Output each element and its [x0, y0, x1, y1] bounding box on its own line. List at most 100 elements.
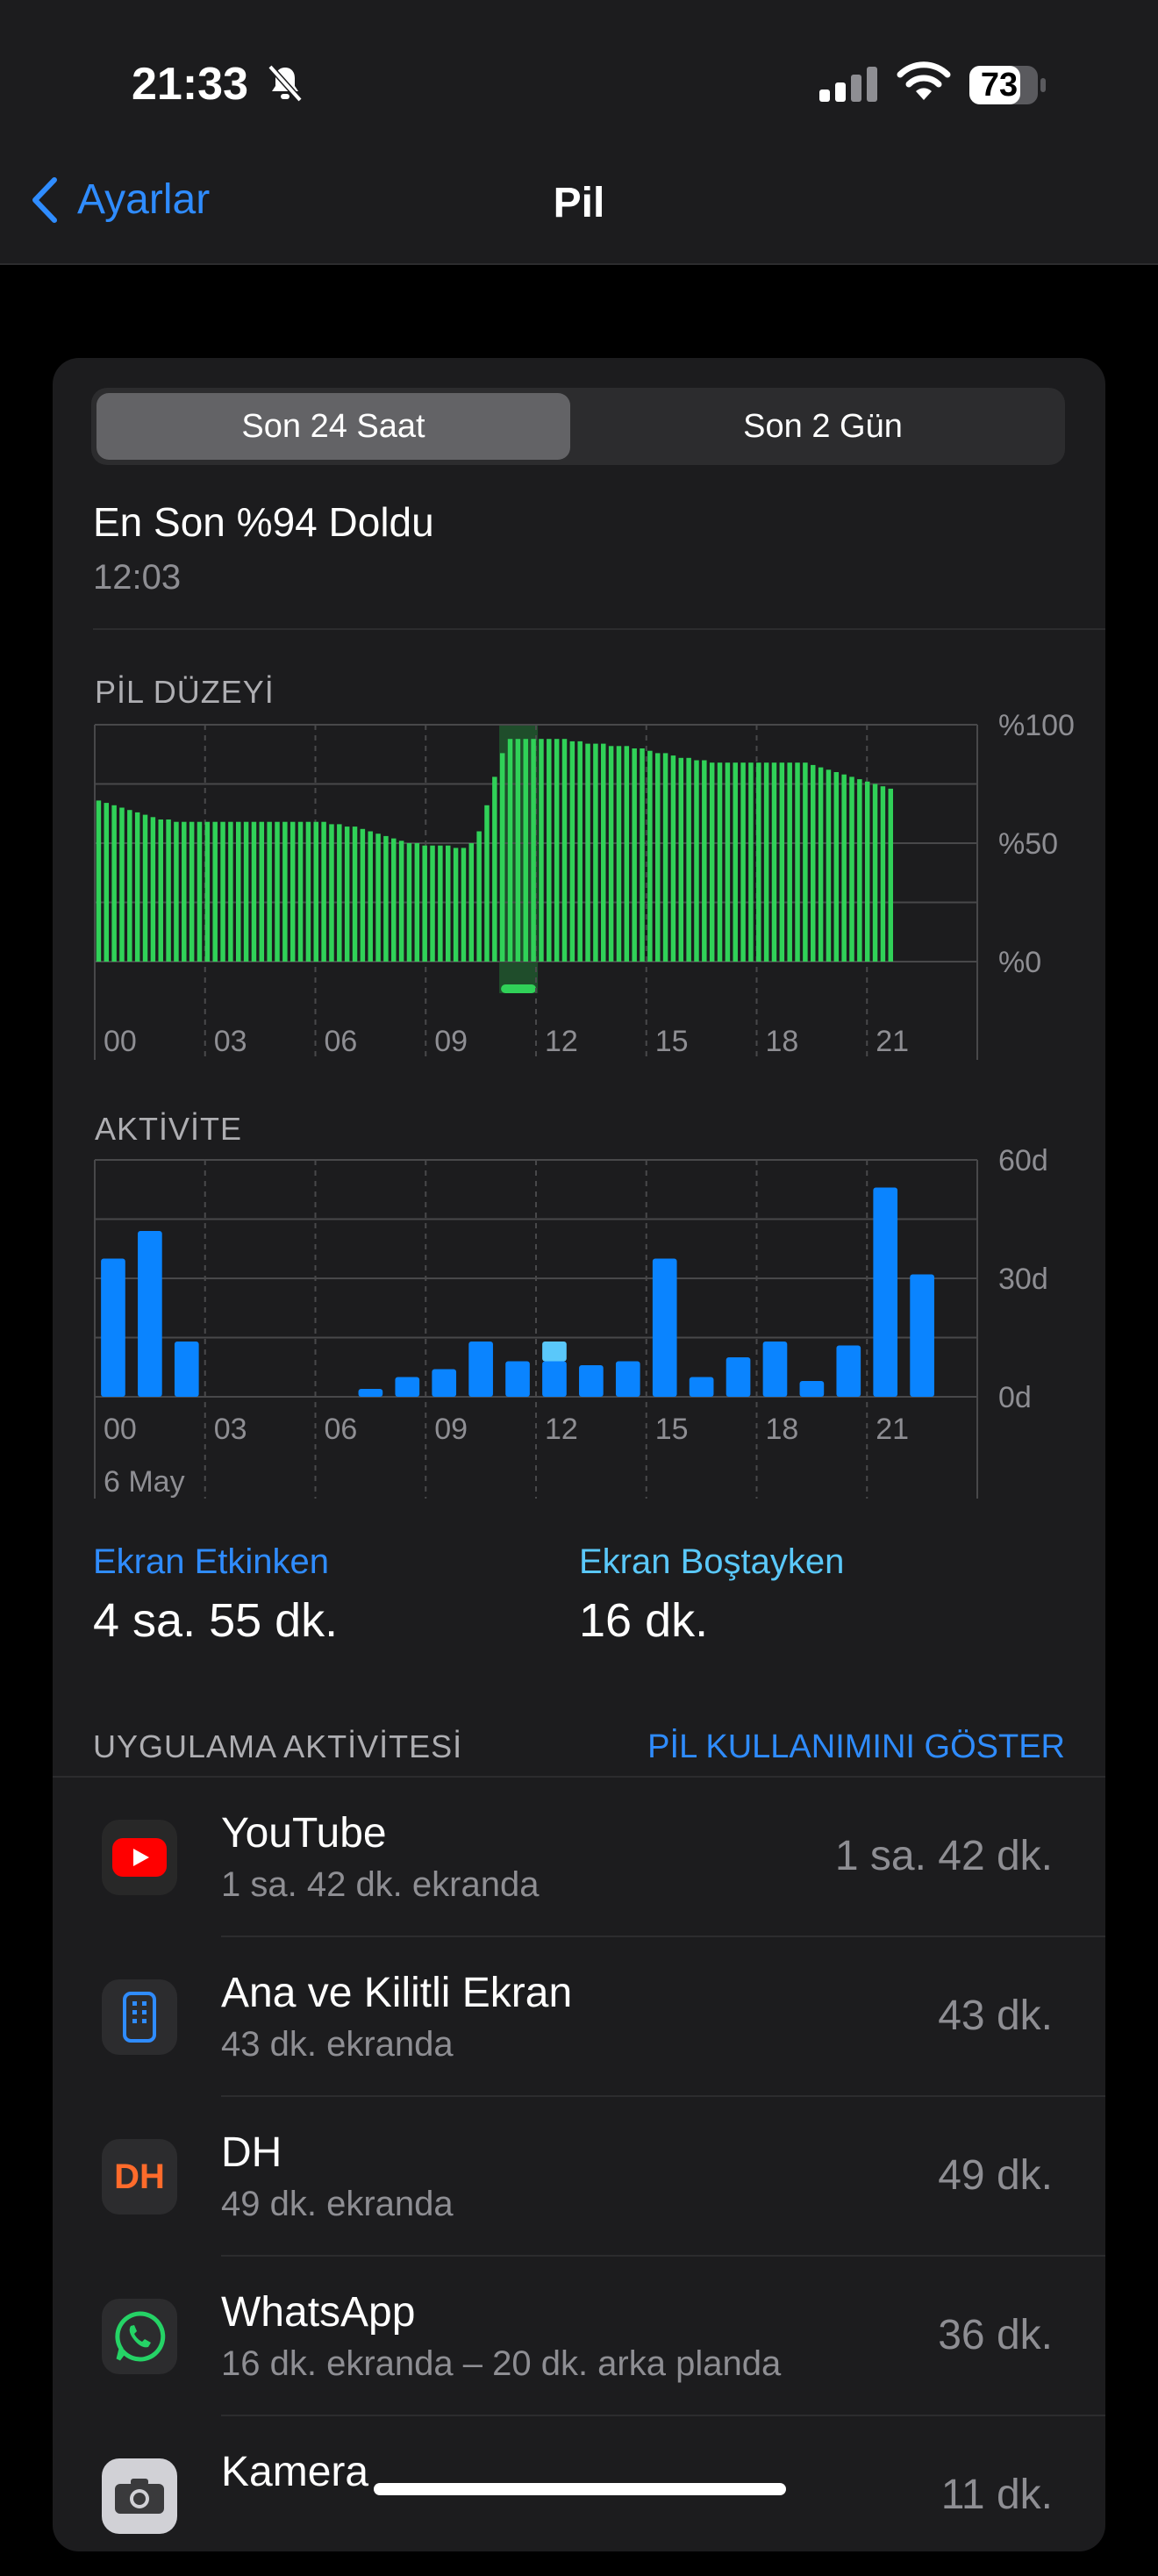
show-battery-usage-link[interactable]: PİL KULLANIMINI GÖSTER [647, 1728, 1065, 1765]
last-charge-title: En Son %94 Doldu [93, 499, 434, 545]
date-label: 6 May [104, 1465, 185, 1499]
back-button[interactable]: Ayarlar [32, 175, 210, 224]
battery-level-bar [243, 821, 249, 962]
battery-level-bar [849, 776, 854, 962]
battery-level-bar [748, 762, 754, 962]
screen-off-value: 16 dk. [579, 1594, 709, 1647]
x-tick-label: 12 [545, 1413, 578, 1446]
app-row-whatsapp[interactable]: WhatsApp 16 dk. ekranda – 20 dk. arka pl… [53, 2257, 1105, 2416]
battery-level-bar [662, 753, 668, 962]
x-tick-label: 09 [434, 1413, 468, 1446]
y-tick-label: 30d [998, 1263, 1048, 1296]
top-bar: 21:33 73 Ayarlar Pil [0, 0, 1158, 265]
app-row-youtube[interactable]: YouTube 1 sa. 42 dk. ekranda 1 sa. 42 dk… [53, 1778, 1105, 1937]
battery-level-bar [694, 760, 699, 962]
battery-level-bar [857, 779, 862, 962]
app-row-home-lock-screen[interactable]: Ana ve Kilitli Ekran 43 dk. ekranda 43 d… [53, 1937, 1105, 2097]
x-tick-label: 21 [876, 1413, 909, 1446]
app-usage-time: 11 dk. [940, 2472, 1053, 2518]
battery-level-label: PİL DÜZEYİ [95, 674, 275, 710]
battery-level-bar [484, 805, 490, 962]
segment-last-2-days[interactable]: Son 2 Gün [743, 407, 903, 445]
battery-level-bar [329, 824, 334, 962]
activity-bar-screen-on [689, 1377, 714, 1397]
battery-level-chart[interactable]: 00 03 06 09 12 15 18 21 %100 %50 %0 [53, 358, 1105, 1077]
activity-bar-screen-on [432, 1369, 457, 1397]
battery-percentage: 73 [980, 67, 1019, 104]
x-tick-label: 21 [876, 1025, 909, 1058]
x-tick-label: 18 [766, 1025, 799, 1058]
segment-last-24-hours[interactable]: Son 24 Saat [96, 393, 570, 460]
activity-bar-screen-on [762, 1342, 788, 1397]
battery-level-bar [647, 750, 653, 962]
battery-level-bar [880, 786, 886, 962]
battery-level-bar [888, 788, 894, 962]
battery-level-bar [290, 821, 296, 962]
activity-bar-screen-on [799, 1381, 825, 1397]
battery-level-bar [204, 821, 211, 962]
home-indicator[interactable] [374, 2483, 786, 2495]
x-tick-label: 03 [214, 1025, 247, 1058]
activity-bar-screen-on [579, 1365, 604, 1397]
app-name: Ana ve Kilitli Ekran [221, 1970, 573, 2016]
battery-level-bar [282, 821, 288, 962]
battery-level-bar [670, 755, 676, 962]
activity-bar-screen-on [615, 1361, 640, 1397]
app-usage-time: 36 dk. [938, 2312, 1053, 2358]
battery-level-bar [779, 762, 785, 962]
activity-bar-screen-on [358, 1389, 383, 1397]
youtube-icon [102, 1820, 177, 1895]
battery-level-bar [624, 746, 630, 962]
battery-level-bar [756, 762, 761, 962]
battery-level-bar [445, 845, 451, 962]
battery-level-bar [127, 810, 132, 962]
battery-level-bar [236, 821, 241, 962]
battery-level-bar [368, 831, 373, 962]
battery-level-bar [702, 760, 707, 962]
battery-level-bar [725, 762, 731, 962]
battery-level-bar [174, 821, 179, 962]
app-name: Kamera [221, 2449, 369, 2495]
row-separator [221, 2415, 1105, 2416]
battery-card: Son 24 Saat Son 2 Gün En Son %94 Doldu 1… [53, 358, 1105, 2551]
battery-level-bar [104, 803, 110, 962]
battery-level-bar [212, 821, 218, 962]
battery-level-bar [740, 762, 746, 962]
battery-level-bar [569, 741, 575, 962]
battery-level-bar [438, 845, 443, 962]
app-row-dh[interactable]: DH DH 49 dk. ekranda 49 dk. [53, 2097, 1105, 2257]
row-separator [221, 1936, 1105, 1937]
divider [53, 1776, 1105, 1778]
battery-level-bar [111, 805, 117, 962]
divider [93, 628, 1105, 630]
app-usage-detail: 49 dk. ekranda [221, 2185, 454, 2223]
battery-level-bar [686, 757, 691, 962]
app-usage-time: 49 dk. [938, 2152, 1053, 2199]
activity-bar-screen-on [174, 1342, 199, 1397]
screen-off-label: Ekran Boştayken [579, 1542, 845, 1581]
activity-label: AKTİVİTE [95, 1111, 243, 1147]
battery-level-bar [632, 748, 637, 962]
battery-level-bar [228, 821, 233, 962]
activity-chart[interactable]: 00 03 06 09 12 15 18 21 6 May 60d 30d 0d [53, 358, 1105, 1516]
battery-level-bar [717, 762, 723, 962]
battery-level-bar [166, 819, 171, 962]
battery-level-bar [872, 784, 878, 962]
battery-level-bar [267, 821, 272, 962]
battery-level-bar [640, 748, 645, 962]
battery-level-bar [414, 843, 420, 962]
battery-level-bar [585, 743, 590, 962]
battery-level-bar [616, 746, 622, 962]
battery-icon [969, 66, 1046, 104]
battery-level-bar [134, 812, 140, 962]
y-tick-label: %100 [998, 709, 1075, 742]
battery-level-bar [826, 769, 832, 962]
battery-level-bar [453, 848, 459, 962]
battery-level-bar [763, 762, 769, 962]
app-row-camera[interactable]: Kamera 11 dk. [53, 2416, 1105, 2576]
battery-level-bar [391, 838, 397, 962]
battery-level-bar [554, 739, 560, 962]
activity-bar-screen-on [138, 1231, 162, 1397]
battery-level-bar [787, 762, 792, 962]
battery-level-bar [321, 821, 326, 962]
